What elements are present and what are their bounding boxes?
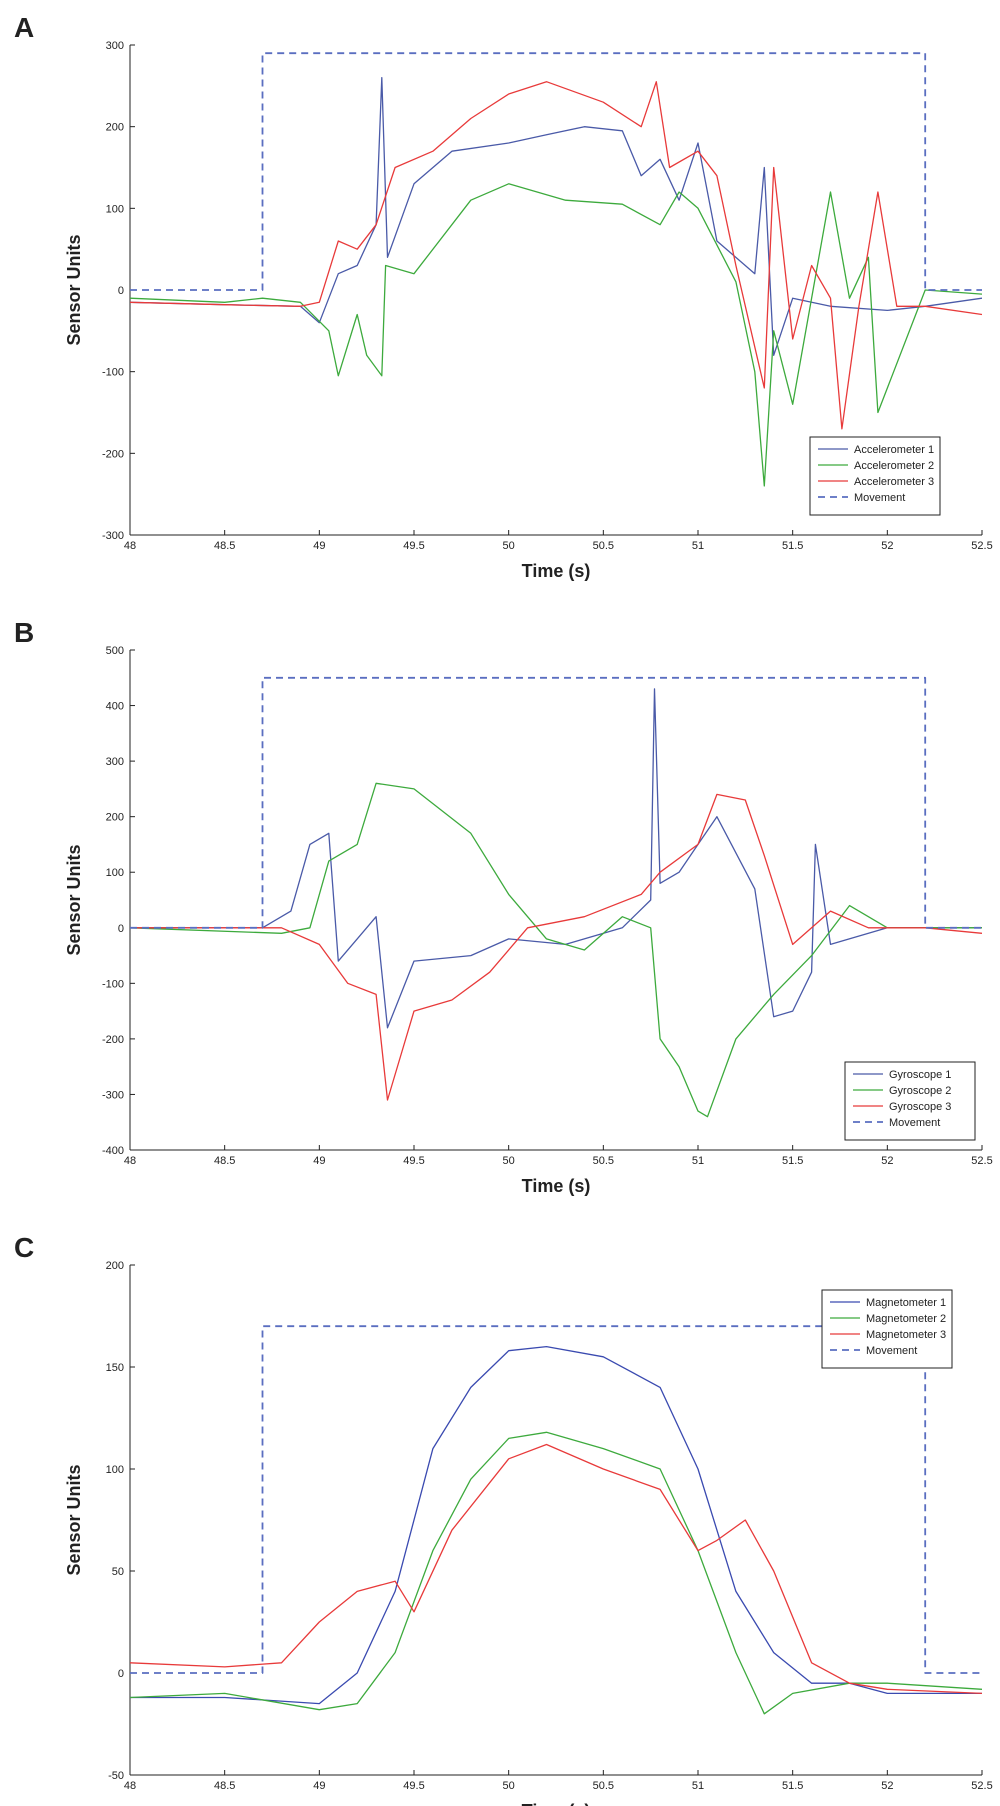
x-tick-label: 49.5 <box>403 1155 424 1167</box>
x-tick-label: 52.5 <box>971 540 992 552</box>
x-tick-label: 50 <box>503 540 515 552</box>
y-tick-label: 200 <box>106 122 124 134</box>
x-tick-label: 52 <box>881 540 893 552</box>
x-axis-label: Time (s) <box>522 1176 591 1196</box>
panel-c: C 48 48.5 49 49.5 50 50.5 51 51.5 52 52.5 -50 0 50 100… <box>0 1220 1000 1806</box>
legend-entry: Gyroscope 2 <box>889 1085 951 1097</box>
x-tick-label: 50.5 <box>593 540 614 552</box>
y-tick-label: 0 <box>118 285 124 297</box>
y-tick-label: -100 <box>102 978 124 990</box>
legend-entry: Movement <box>854 492 905 504</box>
series-line-1 <box>130 1345 982 1705</box>
series-line-2 <box>130 782 982 1118</box>
legend-box <box>809 436 941 516</box>
x-tick-label: 49 <box>313 540 325 552</box>
series-line-3 <box>130 1443 982 1695</box>
legend-box <box>821 1289 953 1369</box>
gyroscope-chart: B 48 48.5 49 49.5 50 50.5 51 51.5 52 52.5 -400 -300 -… <box>14 617 993 1196</box>
x-tick-label: 52.5 <box>971 1155 992 1167</box>
y-tick-label: -100 <box>102 367 124 379</box>
legend-entry: Gyroscope 1 <box>889 1069 951 1081</box>
x-tick-label: 50.5 <box>593 1155 614 1167</box>
series-line-1 <box>130 77 982 356</box>
x-tick-label: 49.5 <box>403 540 424 552</box>
panel-b: B 48 48.5 49 49.5 50 50.5 51 51.5 52 52.5 -400 -300 -… <box>0 610 1000 1210</box>
y-tick-label: -50 <box>108 1770 124 1782</box>
series-line-2 <box>130 183 982 487</box>
legend-entry: Movement <box>889 1117 940 1129</box>
panel-a: A 48 48.5 49 49.5 50 50.5 51 51.5 52 52.5 -300 -200 -… <box>0 0 1000 600</box>
x-tick-label: 48.5 <box>214 540 235 552</box>
panel-label: C <box>14 1232 34 1263</box>
legend-entry: Movement <box>866 1345 917 1357</box>
x-tick-label: 48 <box>124 540 136 552</box>
accelerometer-chart: A 48 48.5 49 49.5 50 50.5 51 51.5 52 52.5 -300 -200 -… <box>14 12 993 581</box>
legend-box <box>844 1061 976 1141</box>
series-line-4 <box>130 1325 982 1674</box>
y-tick-label: 300 <box>106 756 124 768</box>
x-tick-label: 51 <box>692 1780 704 1792</box>
panel-label: A <box>14 12 34 43</box>
x-tick-label: 52 <box>881 1780 893 1792</box>
legend: Magnetometer 1 Magnetometer 2 Magnetometer… <box>821 1289 953 1369</box>
panel-label: B <box>14 617 34 648</box>
y-tick-label: 100 <box>106 203 124 215</box>
y-tick-label: 400 <box>106 701 124 713</box>
y-tick-label: 150 <box>106 1362 124 1374</box>
magnetometer-chart: C 48 48.5 49 49.5 50 50.5 51 51.5 52 52.5 -50 0 50 100… <box>14 1232 993 1806</box>
x-tick-label: 48.5 <box>214 1780 235 1792</box>
x-tick-label: 49.5 <box>403 1780 424 1792</box>
legend-entry: Accelerometer 2 <box>854 460 934 472</box>
x-axis-label: Time (s) <box>522 1801 591 1806</box>
legend-entry: Magnetometer 3 <box>866 1329 946 1341</box>
legend: Accelerometer 1 Accelerometer 2 Accelerome… <box>809 436 941 516</box>
y-axis-label: Sensor Units <box>64 234 84 345</box>
legend-entry: Accelerometer 1 <box>854 444 934 456</box>
x-tick-label: 50.5 <box>593 1780 614 1792</box>
y-tick-label: -300 <box>102 530 124 542</box>
legend-entry: Accelerometer 3 <box>854 476 934 488</box>
x-tick-label: 51.5 <box>782 540 803 552</box>
x-tick-label: 52.5 <box>971 1780 992 1792</box>
y-tick-label: 200 <box>106 812 124 824</box>
y-axis-label: Sensor Units <box>64 1464 84 1575</box>
y-tick-label: 300 <box>106 40 124 52</box>
series-line-4 <box>130 676 982 929</box>
x-tick-label: 52 <box>881 1155 893 1167</box>
legend-entry: Magnetometer 2 <box>866 1313 946 1325</box>
legend: Gyroscope 1 Gyroscope 2 Gyroscope 3 Movemen… <box>844 1061 976 1141</box>
y-tick-label: 100 <box>106 867 124 879</box>
x-tick-label: 48 <box>124 1155 136 1167</box>
y-tick-label: -300 <box>102 1089 124 1101</box>
x-tick-label: 51.5 <box>782 1155 803 1167</box>
legend-entry: Magnetometer 1 <box>866 1297 946 1309</box>
y-tick-label: 100 <box>106 1464 124 1476</box>
legend-entry: Gyroscope 3 <box>889 1101 951 1113</box>
x-tick-label: 49 <box>313 1780 325 1792</box>
x-tick-label: 51 <box>692 1155 704 1167</box>
series-line-3 <box>130 793 982 1101</box>
series-line-1 <box>130 688 982 1029</box>
y-tick-label: 0 <box>118 923 124 935</box>
y-tick-label: -200 <box>102 1034 124 1046</box>
x-tick-label: 50 <box>503 1780 515 1792</box>
y-tick-label: 50 <box>112 1566 124 1578</box>
y-tick-label: 500 <box>106 645 124 657</box>
x-tick-label: 49 <box>313 1155 325 1167</box>
y-tick-label: -200 <box>102 448 124 460</box>
x-axis-label: Time (s) <box>522 561 591 581</box>
y-tick-label: 200 <box>106 1260 124 1272</box>
series-line-2 <box>130 1431 982 1715</box>
x-tick-label: 51 <box>692 540 704 552</box>
y-axis-label: Sensor Units <box>64 844 84 955</box>
series-line-3 <box>130 81 982 430</box>
x-tick-label: 48 <box>124 1780 136 1792</box>
y-tick-label: 0 <box>118 1668 124 1680</box>
x-tick-label: 48.5 <box>214 1155 235 1167</box>
x-tick-label: 51.5 <box>782 1780 803 1792</box>
y-tick-label: -400 <box>102 1145 124 1157</box>
x-tick-label: 50 <box>503 1155 515 1167</box>
series-line-4 <box>130 52 982 291</box>
